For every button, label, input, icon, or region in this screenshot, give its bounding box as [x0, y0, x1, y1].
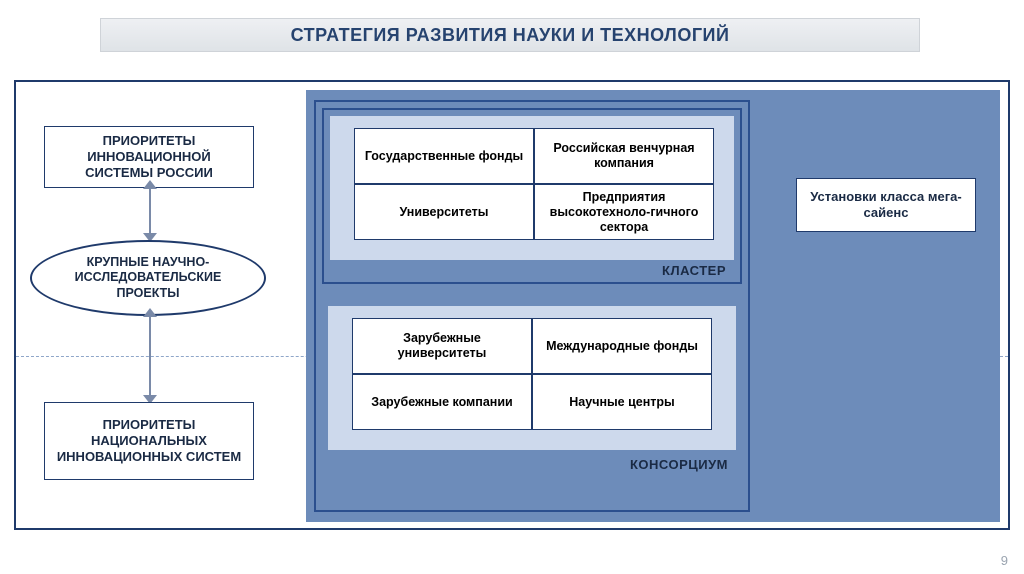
- priorities-russia-text: ПРИОРИТЕТЫ ИННОВАЦИОННОЙ СИСТЕМЫ РОССИИ: [55, 133, 243, 182]
- page-title: СТРАТЕГИЯ РАЗВИТИЯ НАУКИ И ТЕХНОЛОГИЙ: [100, 18, 920, 52]
- page-title-text: СТРАТЕГИЯ РАЗВИТИЯ НАУКИ И ТЕХНОЛОГИЙ: [291, 25, 730, 46]
- cluster-cell-2: Российская венчурная компания: [534, 128, 714, 184]
- diagram-frame: ПРИОРИТЕТЫ ИННОВАЦИОННОЙ СИСТЕМЫ РОССИИ …: [14, 80, 1010, 530]
- blue-panel: Государственные фонды Российская венчурн…: [306, 90, 1000, 522]
- consortium-cell-2-text: Международные фонды: [546, 339, 698, 354]
- page-number-text: 9: [1001, 553, 1008, 568]
- cluster-cell-3: Университеты: [354, 184, 534, 240]
- consortium-cell-4: Научные центры: [532, 374, 712, 430]
- consortium-cell-1: Зарубежные университеты: [352, 318, 532, 374]
- cluster-cell-3-text: Университеты: [400, 205, 489, 220]
- cluster-grid: Государственные фонды Российская венчурн…: [354, 128, 714, 240]
- cluster-cell-1-text: Государственные фонды: [365, 149, 523, 164]
- consortium-group: Зарубежные университеты Международные фо…: [322, 300, 742, 476]
- consortium-cell-3: Зарубежные компании: [352, 374, 532, 430]
- cluster-label-text: КЛАСТЕР: [662, 263, 726, 278]
- research-projects-ellipse: КРУПНЫЕ НАУЧНО-ИССЛЕДОВАТЕЛЬСКИЕ ПРОЕКТЫ: [30, 240, 266, 316]
- priorities-national-box: ПРИОРИТЕТЫ НАЦИОНАЛЬНЫХ ИННОВАЦИОННЫХ СИ…: [44, 402, 254, 480]
- cluster-label: КЛАСТЕР: [662, 263, 726, 278]
- research-projects-text: КРУПНЫЕ НАУЧНО-ИССЛЕДОВАТЕЛЬСКИЕ ПРОЕКТЫ: [46, 255, 250, 302]
- consortium-cell-2: Международные фонды: [532, 318, 712, 374]
- arrow-bottom: [149, 316, 151, 396]
- consortium-cell-4-text: Научные центры: [569, 395, 674, 410]
- consortium-label: КОНСОРЦИУМ: [630, 457, 728, 472]
- priorities-russia-box: ПРИОРИТЕТЫ ИННОВАЦИОННОЙ СИСТЕМЫ РОССИИ: [44, 126, 254, 188]
- priorities-national-text: ПРИОРИТЕТЫ НАЦИОНАЛЬНЫХ ИННОВАЦИОННЫХ СИ…: [55, 417, 243, 466]
- consortium-label-text: КОНСОРЦИУМ: [630, 457, 728, 472]
- mega-science-text: Установки класса мега-сайенс: [809, 189, 963, 222]
- cluster-cell-4: Предприятия высокотехноло-гичного сектор…: [534, 184, 714, 240]
- consortium-grid: Зарубежные университеты Международные фо…: [352, 318, 712, 430]
- cluster-cell-4-text: Предприятия высокотехноло-гичного сектор…: [543, 190, 705, 235]
- consortium-cell-1-text: Зарубежные университеты: [361, 331, 523, 361]
- consortium-cell-3-text: Зарубежные компании: [371, 395, 512, 410]
- cluster-group: Государственные фонды Российская венчурн…: [322, 108, 742, 284]
- mega-science-box: Установки класса мега-сайенс: [796, 178, 976, 232]
- cluster-cell-2-text: Российская венчурная компания: [543, 141, 705, 171]
- cluster-cell-1: Государственные фонды: [354, 128, 534, 184]
- arrow-top: [149, 188, 151, 234]
- page-number: 9: [1001, 553, 1008, 568]
